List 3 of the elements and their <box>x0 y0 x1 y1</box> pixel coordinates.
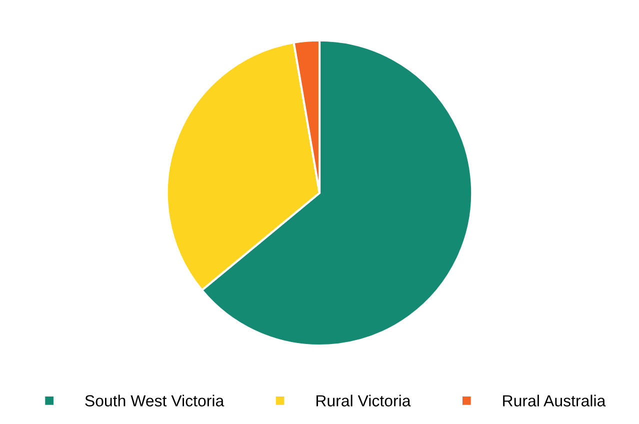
legend-label: Rural Australia <box>503 394 606 406</box>
legend-label: Rural Victoria <box>316 394 411 406</box>
legend-label: South West Victoria <box>85 394 224 406</box>
